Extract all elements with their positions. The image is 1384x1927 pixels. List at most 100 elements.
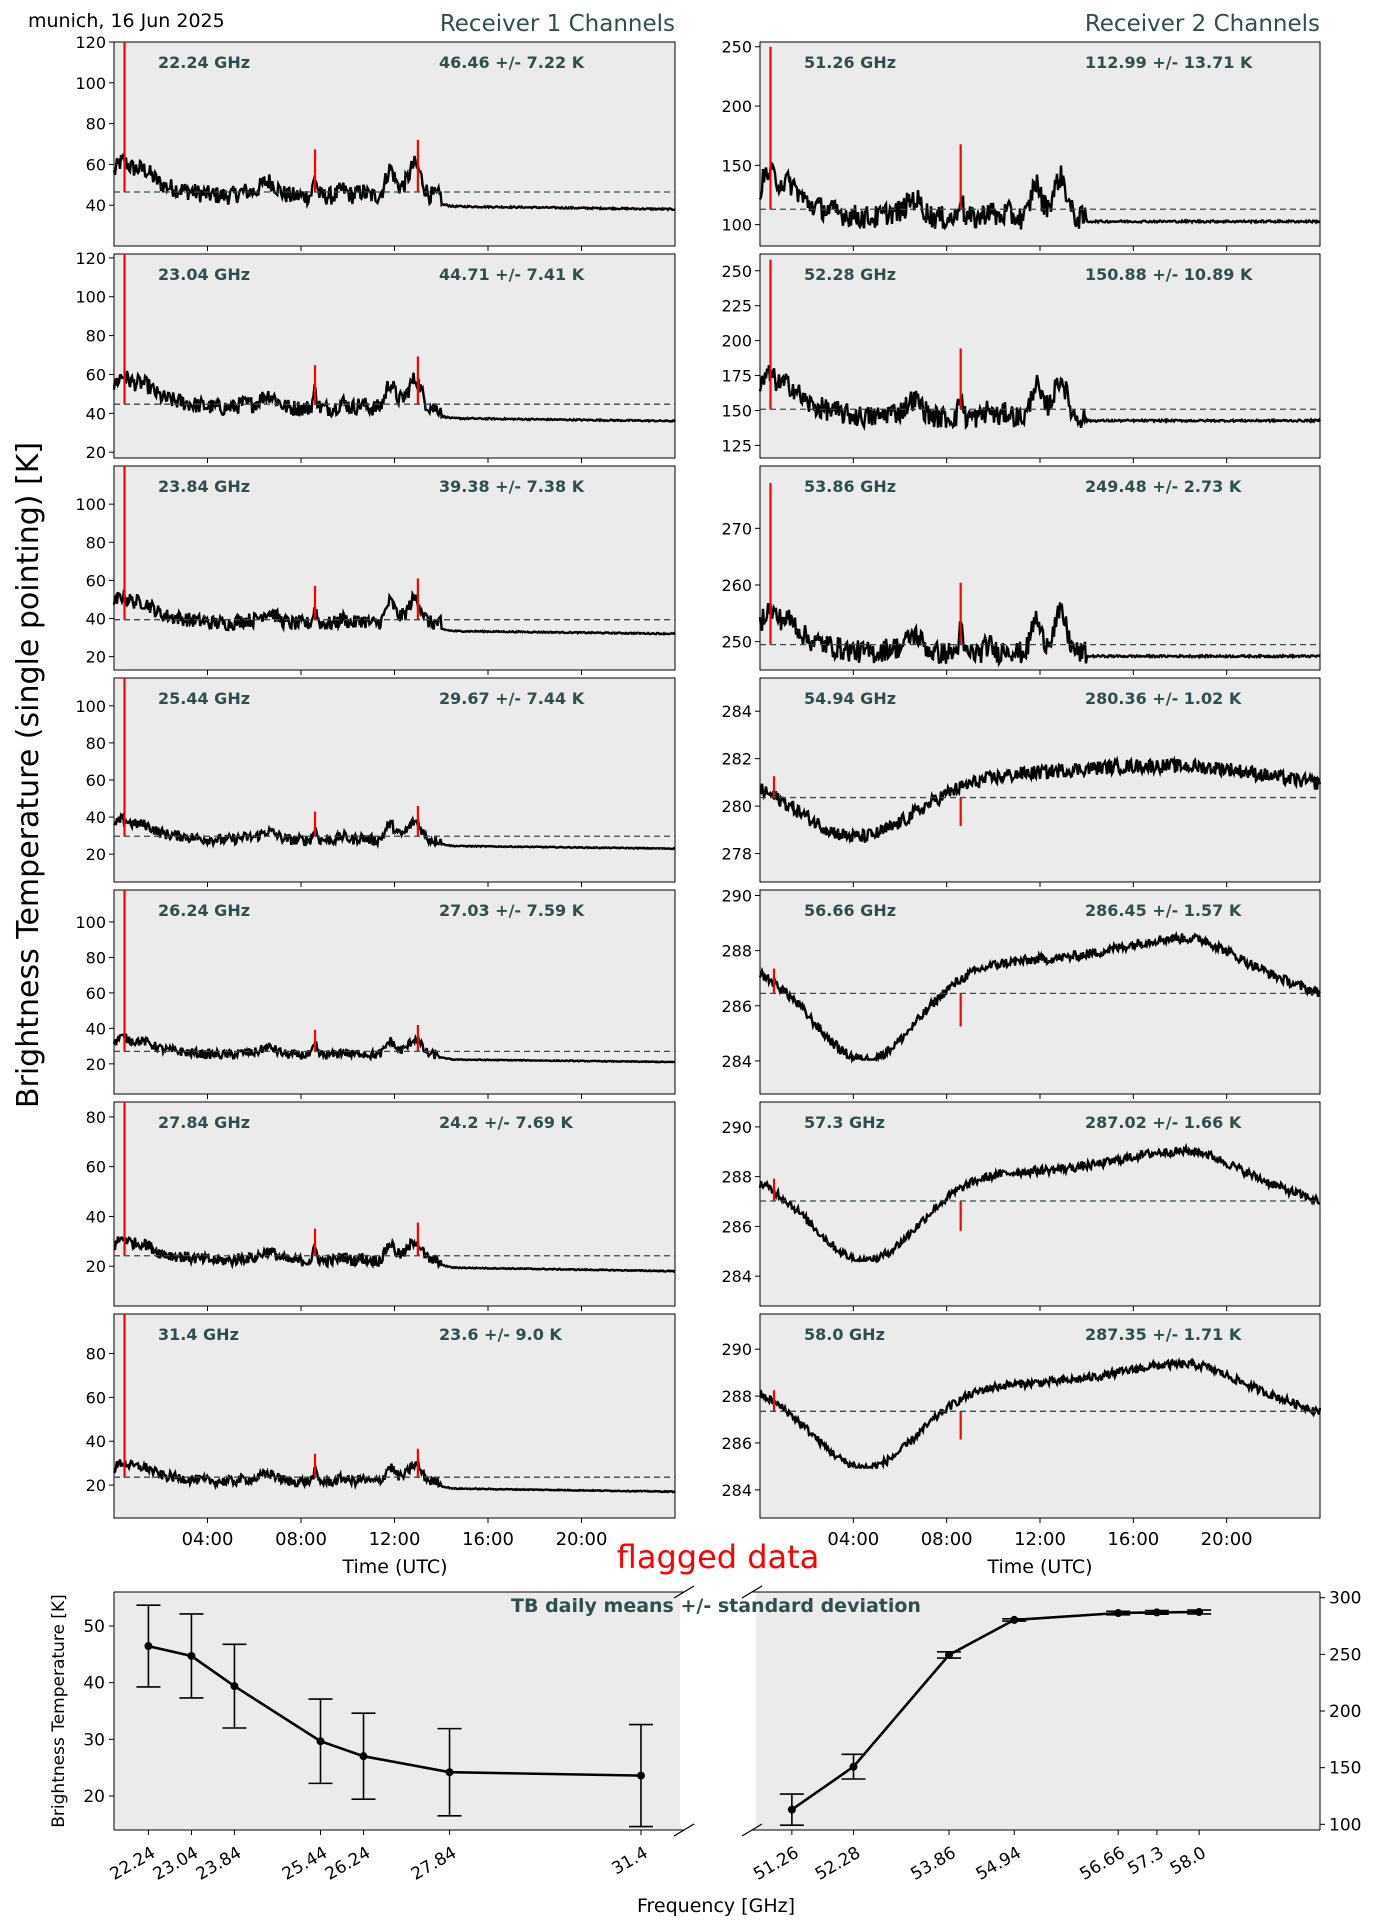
x-tick-label: 23.84	[193, 1843, 245, 1885]
x-tick-label: 51.26	[750, 1843, 802, 1885]
x-tick-label: 53.86	[907, 1843, 959, 1885]
y-tick-label: 250	[721, 633, 752, 652]
x-tick-label: 52.28	[812, 1843, 864, 1885]
y-tick-label: 40	[86, 404, 106, 423]
y-tick-label: 40	[86, 808, 106, 827]
panel-background	[759, 1101, 1321, 1307]
panel-background	[759, 677, 1321, 883]
y-tick-label: 80	[86, 327, 106, 346]
y-tick-label: 60	[86, 771, 106, 790]
mean-point	[359, 1752, 368, 1761]
daily-means-chart: TB daily means +/- standard deviation Fre…	[49, 1585, 1361, 1917]
stat-label: 29.67 +/- 7.44 K	[439, 689, 585, 708]
right-y-tick-label: 100	[1329, 1815, 1361, 1835]
receiver1-panel-2: 20 40 60 80 100 23.84 GHz 39.38 +/- 7.38 K	[75, 465, 676, 675]
mean-point	[1114, 1609, 1123, 1618]
receiver2-panel-0: 100 150 200 250 51.26 GHz 112.99 +/- 13.71 K	[721, 38, 1321, 251]
x-tick-label: 08:00	[275, 1529, 327, 1550]
axis-break-mark	[673, 1585, 695, 1599]
series-line	[758, 1142, 1321, 1264]
x-tick-label: 57.3	[1125, 1843, 1168, 1879]
main-y-axis-label: Brightness Temperature (single pointing)…	[11, 442, 46, 1108]
bottom-x-label: Frequency [GHz]	[637, 1895, 795, 1917]
stat-label: 150.88 +/- 10.89 K	[1085, 265, 1253, 284]
y-tick-label: 20	[86, 1476, 106, 1495]
stat-label: 24.2 +/- 7.69 K	[439, 1113, 574, 1132]
receiver2-panel-2: 250 260 270 53.86 GHz 249.48 +/- 2.73 K	[721, 465, 1321, 675]
axis-break-mark	[673, 1823, 695, 1837]
stat-label: 46.46 +/- 7.22 K	[439, 53, 585, 72]
y-tick-label: 125	[721, 436, 752, 455]
stat-label: 27.03 +/- 7.59 K	[439, 901, 585, 920]
y-tick-label: 290	[721, 1118, 752, 1137]
y-tick-label: 20	[86, 648, 106, 667]
y-tick-label: 40	[86, 1207, 106, 1226]
y-tick-label: 100	[75, 697, 106, 716]
y-tick-label: 20	[86, 1257, 106, 1276]
panel-background	[113, 1101, 676, 1307]
stat-label: 44.71 +/- 7.41 K	[439, 265, 585, 284]
y-tick-label: 288	[721, 942, 752, 961]
y-tick-label: 200	[721, 97, 752, 116]
frequency-label: 56.66 GHz	[804, 901, 896, 920]
series-line	[112, 811, 676, 851]
x-tick-label: 23.04	[150, 1843, 202, 1885]
y-tick-label: 20	[86, 1055, 106, 1074]
panel-background	[759, 465, 1321, 671]
y-tick-label: 286	[721, 997, 752, 1016]
series-line	[759, 1357, 1322, 1470]
y-tick-label: 150	[721, 156, 752, 175]
receiver1-x-label: Time (UTC)	[341, 1556, 447, 1578]
series-line	[112, 370, 676, 424]
y-tick-label: 200	[721, 332, 752, 351]
panel-background	[759, 253, 1321, 459]
y-tick-label: 150	[721, 401, 752, 420]
panel-background	[113, 889, 676, 1095]
x-tick-label: 20:00	[1201, 1529, 1253, 1550]
mean-point	[1152, 1608, 1161, 1617]
stat-label: 286.45 +/- 1.57 K	[1085, 901, 1242, 920]
y-tick-label: 80	[86, 115, 106, 134]
series-line	[112, 1033, 676, 1064]
receiver1-panel-0: 40 60 80 100 120 22.24 GHz 46.46 +/- 7.22 K	[75, 33, 676, 251]
y-tick-label: 260	[721, 576, 752, 595]
x-tick-label: 58.0	[1167, 1843, 1210, 1879]
left-y-tick-label: 20	[83, 1787, 105, 1807]
frequency-label: 27.84 GHz	[158, 1113, 250, 1132]
receiver2-x-label: Time (UTC)	[986, 1556, 1092, 1578]
right-y-tick-label: 300	[1329, 1589, 1361, 1609]
panel-background	[113, 253, 676, 459]
mean-point	[1010, 1615, 1019, 1624]
series-line	[113, 1459, 676, 1494]
frequency-label: 52.28 GHz	[804, 265, 896, 284]
series-line	[758, 365, 1322, 432]
y-tick-label: 40	[86, 1432, 106, 1451]
x-tick-label: 12:00	[369, 1529, 421, 1550]
y-tick-label: 100	[75, 913, 106, 932]
y-tick-label: 284	[721, 1267, 752, 1286]
frequency-label: 54.94 GHz	[804, 689, 896, 708]
stat-label: 249.48 +/- 2.73 K	[1085, 477, 1242, 496]
stat-label: 112.99 +/- 13.71 K	[1085, 53, 1253, 72]
series-line	[759, 755, 1322, 845]
y-tick-label: 175	[721, 367, 752, 386]
right-y-tick-label: 250	[1329, 1645, 1361, 1665]
x-tick-label: 04:00	[827, 1529, 879, 1550]
y-tick-label: 100	[75, 74, 106, 93]
y-tick-label: 20	[86, 845, 106, 864]
y-tick-label: 284	[721, 1481, 752, 1500]
y-tick-label: 280	[721, 797, 752, 816]
mean-point	[787, 1805, 796, 1814]
receiver2-panel-6: 284 286 288 290 58.0 GHz 287.35 +/- 1.71 K	[721, 1313, 1322, 1523]
frequency-label: 23.04 GHz	[158, 265, 250, 284]
location-date: munich, 16 Jun 2025	[28, 10, 225, 32]
panel-background	[113, 41, 676, 247]
y-tick-label: 80	[86, 533, 106, 552]
x-tick-label: 56.66	[1077, 1843, 1129, 1885]
mean-point	[187, 1651, 196, 1660]
y-tick-label: 60	[86, 1388, 106, 1407]
y-tick-label: 40	[86, 610, 106, 629]
x-tick-label: 25.44	[279, 1843, 331, 1885]
panel-background	[113, 465, 676, 671]
